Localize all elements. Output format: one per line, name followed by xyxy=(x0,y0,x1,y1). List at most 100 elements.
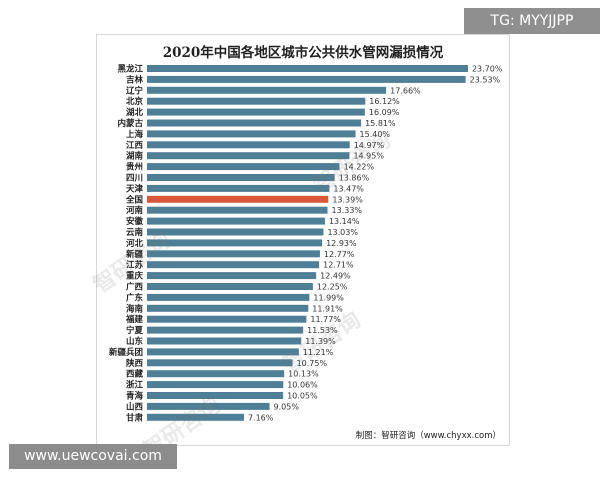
category-label: 山东 xyxy=(126,336,144,347)
category-label: 河南 xyxy=(126,205,144,216)
bar xyxy=(147,152,350,160)
value-label: 13.33% xyxy=(332,206,363,215)
top-right-badge: TG: MYYJJPP xyxy=(464,8,600,34)
value-label: 12.93% xyxy=(326,239,357,248)
value-label: 11.91% xyxy=(312,304,343,313)
category-label: 河北 xyxy=(126,238,144,249)
category-label: 安徽 xyxy=(126,216,144,227)
category-label: 宁夏 xyxy=(126,325,144,336)
bar xyxy=(147,402,270,410)
bar xyxy=(147,283,313,290)
category-label: 吉林 xyxy=(126,74,144,85)
value-label: 14.22% xyxy=(344,163,375,172)
category-label: 重庆 xyxy=(126,271,144,282)
chart-card: 2020年中国各地区城市公共供水管网漏损情况 黑龙江 23.70% 吉林 23.53%… xyxy=(89,34,510,464)
category-label: 青海 xyxy=(126,391,144,402)
value-label: 7.16% xyxy=(248,413,274,422)
value-label: 10.06% xyxy=(287,381,318,390)
bar xyxy=(147,195,329,203)
bar xyxy=(147,217,325,225)
category-label: 辽宁 xyxy=(126,85,144,96)
bar xyxy=(147,293,310,301)
value-label: 15.40% xyxy=(360,130,391,139)
category-label: 西藏 xyxy=(126,369,144,380)
source-note: 制图：智研咨询（www.chyxx.com） xyxy=(355,431,501,441)
bar xyxy=(147,206,328,214)
category-label: 北京 xyxy=(126,96,144,107)
value-label: 14.97% xyxy=(354,141,385,150)
category-label: 江西 xyxy=(126,140,144,151)
category-label: 黑龙江 xyxy=(117,64,143,75)
value-label: 14.95% xyxy=(353,152,384,161)
bar xyxy=(147,141,350,149)
category-label: 浙江 xyxy=(126,380,144,391)
category-label: 江苏 xyxy=(126,260,144,271)
bar xyxy=(147,348,299,356)
bar xyxy=(147,326,304,334)
value-label: 13.86% xyxy=(339,174,370,183)
category-label: 云南 xyxy=(126,227,144,238)
value-label: 11.99% xyxy=(313,293,344,302)
bar xyxy=(147,163,340,171)
value-label: 13.47% xyxy=(333,184,364,193)
bar xyxy=(147,381,284,389)
category-label: 湖南 xyxy=(126,151,144,162)
bar xyxy=(147,239,323,247)
category-label: 广西 xyxy=(126,282,144,293)
bar xyxy=(147,75,466,83)
category-label: 天津 xyxy=(126,183,144,194)
bar xyxy=(147,392,284,399)
bar xyxy=(147,370,285,378)
bar xyxy=(147,97,366,105)
value-label: 16.12% xyxy=(369,97,400,106)
bar xyxy=(147,337,302,345)
category-label: 海南 xyxy=(126,303,144,314)
bar xyxy=(147,119,362,127)
bar xyxy=(147,304,309,312)
bar xyxy=(147,108,365,116)
category-label: 陕西 xyxy=(126,358,144,369)
value-label: 23.70% xyxy=(472,65,503,74)
chart-title: 2020年中国各地区城市公共供水管网漏损情况 xyxy=(162,45,444,61)
bar xyxy=(147,272,317,280)
value-label: 17.66% xyxy=(390,86,421,95)
value-label: 13.03% xyxy=(327,228,358,237)
bar xyxy=(147,250,320,258)
value-label: 11.21% xyxy=(303,348,334,357)
category-label: 新疆 xyxy=(126,249,144,260)
value-label: 11.53% xyxy=(307,326,338,335)
category-label: 湖北 xyxy=(126,107,144,118)
category-label: 山西 xyxy=(126,401,144,412)
bar xyxy=(147,359,293,367)
value-label: 13.14% xyxy=(329,217,360,226)
bar xyxy=(147,184,330,192)
bar xyxy=(147,228,324,236)
bar xyxy=(147,65,468,72)
url-badge: www.uewcovai.com xyxy=(9,444,177,469)
value-label: 11.39% xyxy=(305,337,336,346)
value-label: 12.25% xyxy=(317,283,348,292)
value-label: 15.81% xyxy=(365,119,396,128)
category-label: 新疆兵团 xyxy=(109,347,143,358)
category-label: 贵州 xyxy=(126,162,143,173)
bar-chart: 黑龙江 23.70% 吉林 23.53% 辽宁 17.66% 北京 16.12% 湖北 16.09… xyxy=(109,64,503,424)
value-label: 12.71% xyxy=(323,261,354,270)
value-label: 16.09% xyxy=(369,108,400,117)
value-label: 10.75% xyxy=(297,359,328,368)
category-label: 四川 xyxy=(126,174,143,184)
value-label: 11.77% xyxy=(310,315,341,324)
bar xyxy=(147,130,356,138)
category-label: 广东 xyxy=(126,292,144,303)
value-label: 12.77% xyxy=(324,250,355,259)
bar xyxy=(147,315,307,323)
bar xyxy=(147,174,335,181)
value-label: 10.05% xyxy=(287,392,318,401)
value-label: 13.39% xyxy=(332,195,363,204)
category-label: 福建 xyxy=(125,314,144,325)
category-label: 上海 xyxy=(126,129,144,140)
value-label: 10.13% xyxy=(288,370,319,379)
category-label: 全国 xyxy=(125,194,143,205)
value-label: 23.53% xyxy=(470,75,501,84)
bar xyxy=(147,261,320,269)
bar xyxy=(147,86,387,94)
